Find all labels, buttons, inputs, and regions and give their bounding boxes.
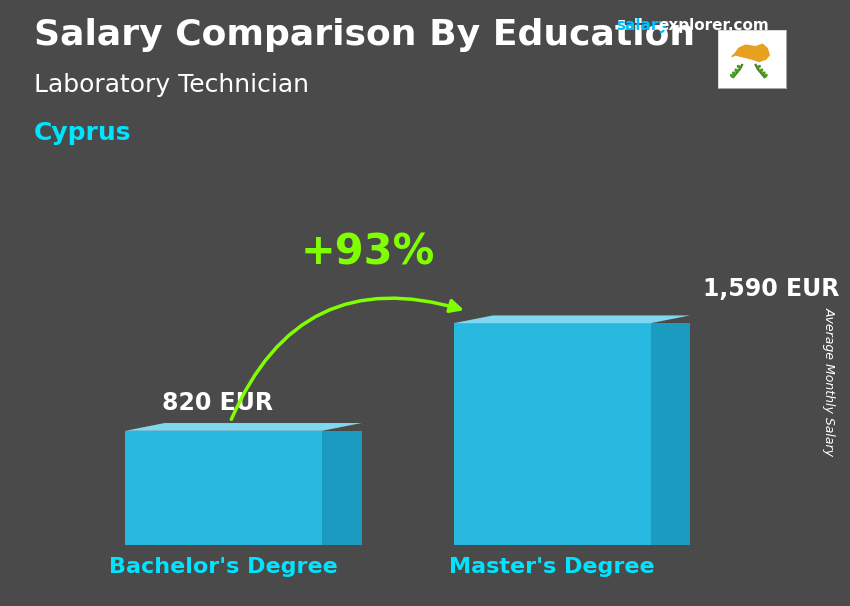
Text: salary: salary — [616, 18, 669, 33]
Bar — [454, 323, 650, 545]
Text: Cyprus: Cyprus — [34, 121, 132, 145]
Bar — [125, 431, 322, 545]
Ellipse shape — [757, 65, 760, 68]
Polygon shape — [454, 315, 690, 323]
Ellipse shape — [760, 69, 762, 72]
Polygon shape — [322, 431, 361, 545]
Text: +93%: +93% — [301, 231, 435, 273]
Text: 820 EUR: 820 EUR — [162, 391, 273, 415]
Text: Average Monthly Salary: Average Monthly Salary — [822, 307, 836, 456]
Ellipse shape — [733, 72, 736, 75]
Polygon shape — [125, 423, 361, 431]
Polygon shape — [650, 323, 690, 545]
Ellipse shape — [738, 65, 740, 68]
Text: 1,590 EUR: 1,590 EUR — [703, 277, 840, 301]
Polygon shape — [732, 44, 769, 62]
Ellipse shape — [735, 69, 738, 72]
Text: Salary Comparison By Education: Salary Comparison By Education — [34, 18, 695, 52]
Ellipse shape — [762, 72, 765, 75]
Text: Laboratory Technician: Laboratory Technician — [34, 73, 309, 97]
Ellipse shape — [731, 75, 734, 78]
Text: explorer.com: explorer.com — [659, 18, 769, 33]
Ellipse shape — [764, 75, 767, 78]
